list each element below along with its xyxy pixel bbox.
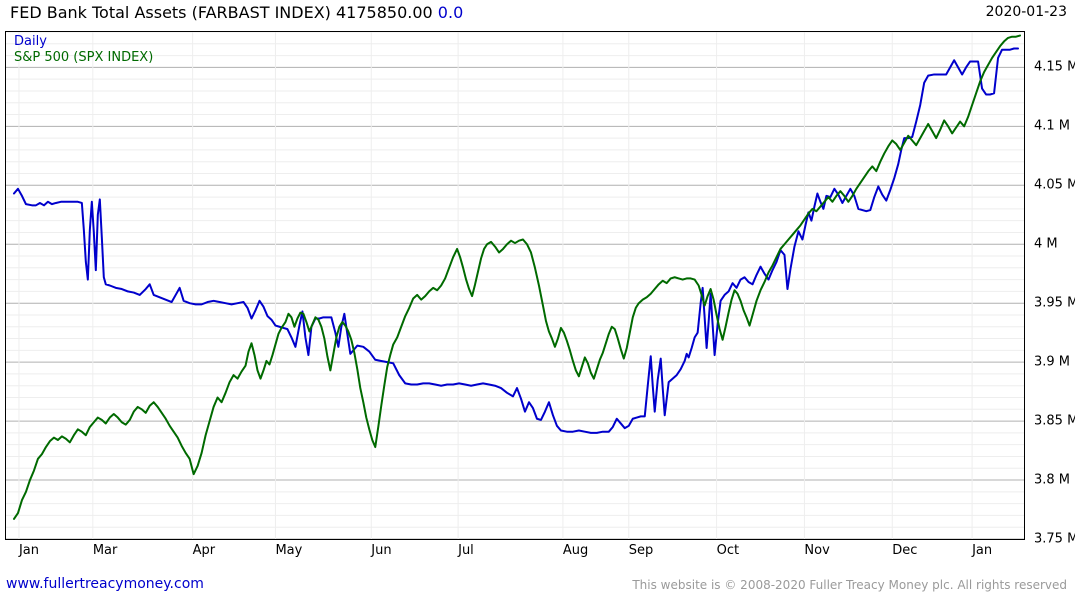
site-url[interactable]: www.fullertreacymoney.com: [6, 576, 204, 592]
title-change-value: 0.0: [437, 3, 464, 22]
chart-header: FED Bank Total Assets (FARBAST INDEX) 41…: [0, 0, 1075, 28]
series-line-daily: [12, 47, 1020, 434]
copyright-notice: This website is © 2008-2020 Fuller Treac…: [632, 578, 1067, 592]
y-tick-label: 3.75 M: [1034, 531, 1075, 547]
y-tick-label: 4.05 M: [1034, 177, 1075, 193]
y-tick-label: 3.95 M: [1034, 295, 1075, 311]
x-tick-label: Jul: [458, 543, 474, 558]
y-tick-label: 3.9 M: [1034, 354, 1071, 370]
y-tick-label: 4.15 M: [1034, 59, 1075, 75]
y-tick-label: 3.85 M: [1034, 413, 1075, 429]
x-tick-label: May: [275, 543, 303, 558]
x-tick-label: Aug: [562, 543, 589, 558]
x-tick-label: Jun: [371, 543, 392, 558]
y-tick-label: 3.8 M: [1034, 472, 1071, 488]
title-last-value: 4175850.00: [336, 3, 433, 22]
x-tick-label: Dec: [892, 543, 918, 558]
series-line-spx: [12, 34, 1022, 520]
title-instrument: FED Bank Total Assets (FARBAST INDEX): [10, 3, 331, 22]
y-tick-label: 4.1 M: [1034, 118, 1071, 134]
page-title: FED Bank Total Assets (FARBAST INDEX) 41…: [10, 3, 463, 22]
chart-footer: www.fullertreacymoney.com This website i…: [0, 574, 1075, 600]
x-tick-label: Mar: [92, 543, 118, 558]
y-axis-labels: 3.75 M 3.8 M 3.85 M 3.9 M 3.95 M 4 M 4.05 M 4.1…: [1030, 31, 1075, 547]
x-tick-label: Jan: [972, 543, 993, 558]
x-tick-label: Nov: [804, 543, 830, 558]
x-tick-label: Sep: [628, 543, 654, 558]
x-tick-label: Jan: [18, 543, 40, 558]
chart-plot-area[interactable]: Daily S&P 500 (SPX INDEX): [5, 31, 1025, 540]
chart-gridlines: [6, 32, 1024, 539]
x-axis-labels: Jan Mar Apr May Jun Jul Aug Sep Oct Nov Dec Jan: [0, 543, 1030, 565]
chart-series-layer: [12, 34, 1022, 520]
y-tick-label: 4 M: [1034, 236, 1058, 252]
x-tick-label: Oct: [716, 543, 740, 558]
x-tick-label: Apr: [192, 543, 216, 558]
date-stamp: 2020-01-23: [985, 4, 1067, 20]
